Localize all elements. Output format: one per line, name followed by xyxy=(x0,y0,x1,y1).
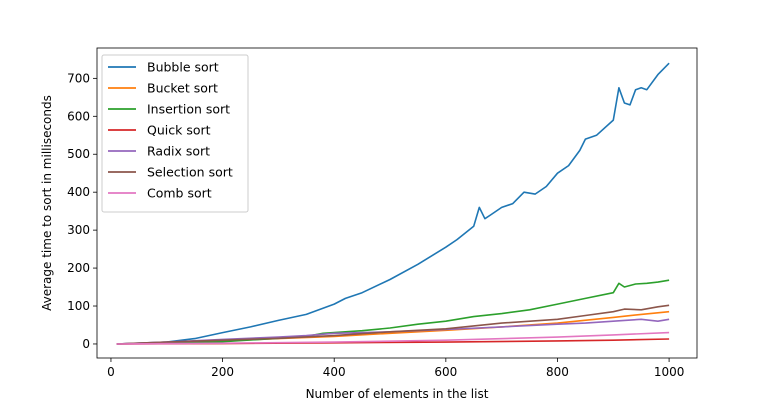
legend-label-insertion-sort: Insertion sort xyxy=(147,102,230,117)
x-tick-label: 600 xyxy=(434,365,457,379)
x-axis-ticks: 0 200 400 600 800 1000 xyxy=(107,358,684,379)
series-layer xyxy=(116,62,670,345)
y-tick-label: 600 xyxy=(67,109,90,123)
legend-label-bubble-sort: Bubble sort xyxy=(147,60,219,75)
legend-frame xyxy=(101,54,249,213)
x-tick-label: 200 xyxy=(211,365,234,379)
legend-label-quick-sort: Quick sort xyxy=(147,123,211,138)
x-tick-label: 1000 xyxy=(654,365,685,379)
y-tick-label: 500 xyxy=(67,147,90,161)
y-tick-label: 200 xyxy=(67,261,90,275)
x-tick-label: 400 xyxy=(323,365,346,379)
y-axis-ticks: 0 100 200 300 400 500 600 700 xyxy=(67,71,97,351)
y-tick-label: 0 xyxy=(82,337,90,351)
x-tick-label: 0 xyxy=(107,365,115,379)
y-tick-label: 300 xyxy=(67,223,90,237)
legend-label-radix-sort: Radix sort xyxy=(147,144,210,159)
series-line-comb-sort xyxy=(116,331,670,345)
series-line-bubble-sort xyxy=(116,62,670,345)
y-axis-title: Average time to sort in milliseconds xyxy=(40,95,54,311)
y-tick-label: 700 xyxy=(67,71,90,85)
legend-label-comb-sort: Comb sort xyxy=(147,186,212,201)
y-tick-label: 400 xyxy=(67,185,90,199)
legend: Bubble sort Bucket sort Insertion sort Quic… xyxy=(101,54,249,213)
x-axis-title: Number of elements in the list xyxy=(306,387,489,401)
series-line-radix-sort xyxy=(116,318,670,345)
series-line-selection-sort xyxy=(116,304,670,345)
x-tick-label: 800 xyxy=(546,365,569,379)
legend-label-bucket-sort: Bucket sort xyxy=(147,81,218,96)
y-tick-label: 100 xyxy=(67,299,90,313)
legend-label-selection-sort: Selection sort xyxy=(147,165,233,180)
